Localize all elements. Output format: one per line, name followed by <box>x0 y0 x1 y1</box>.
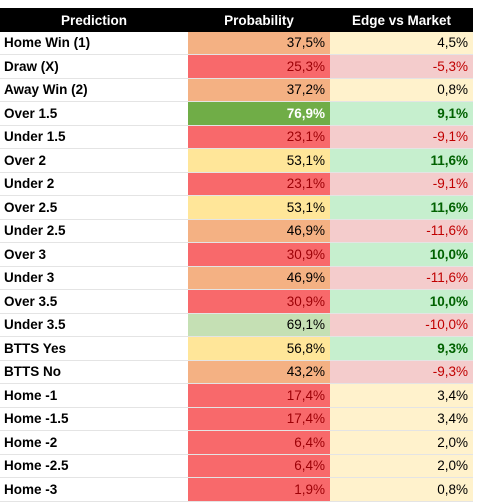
edge-cell: -11,6% <box>330 219 473 243</box>
edge-cell: 3,4% <box>330 384 473 408</box>
edge-cell: -5,3% <box>330 55 473 79</box>
probability-cell: 17,4% <box>188 384 330 408</box>
prediction-name: BTTS No <box>0 360 188 384</box>
prediction-name: Home -1 <box>0 384 188 408</box>
prediction-name: Under 3.5 <box>0 313 188 337</box>
probability-cell: 76,9% <box>188 102 330 126</box>
prediction-name: Under 1.5 <box>0 125 188 149</box>
prediction-name: Under 3 <box>0 266 188 290</box>
header-cell: Edge vs Market <box>330 8 473 32</box>
edge-cell: 10,0% <box>330 290 473 314</box>
edge-cell: -10,0% <box>330 313 473 337</box>
probability-cell: 53,1% <box>188 149 330 173</box>
edge-cell: 0,8% <box>330 478 473 502</box>
edge-cell: 10,0% <box>330 243 473 267</box>
edge-cell: 2,0% <box>330 431 473 455</box>
edge-cell: -9,1% <box>330 172 473 196</box>
prediction-name: BTTS Yes <box>0 337 188 361</box>
header-cell: Prediction <box>0 8 188 32</box>
probability-cell: 1,9% <box>188 478 330 502</box>
probability-cell: 37,2% <box>188 78 330 102</box>
probability-cell: 30,9% <box>188 243 330 267</box>
prediction-table: Prediction Probability Edge vs Market Home … <box>0 8 473 502</box>
edge-cell: 2,0% <box>330 454 473 478</box>
probability-cell: 23,1% <box>188 172 330 196</box>
prediction-name: Home Win (1) <box>0 31 188 55</box>
prediction-name: Home -1.5 <box>0 407 188 431</box>
edge-cell: 4,5% <box>330 31 473 55</box>
edge-cell: 9,3% <box>330 337 473 361</box>
prediction-name: Under 2 <box>0 172 188 196</box>
probability-cell: 6,4% <box>188 431 330 455</box>
prediction-name: Home -2.5 <box>0 454 188 478</box>
probability-cell: 25,3% <box>188 55 330 79</box>
edge-cell: -9,3% <box>330 360 473 384</box>
probability-cell: 6,4% <box>188 454 330 478</box>
probability-cell: 69,1% <box>188 313 330 337</box>
edge-cell: 3,4% <box>330 407 473 431</box>
prediction-name: Draw (X) <box>0 55 188 79</box>
prediction-name: Over 3.5 <box>0 290 188 314</box>
prediction-name: Over 2.5 <box>0 196 188 220</box>
edge-cell: 11,6% <box>330 149 473 173</box>
probability-cell: 17,4% <box>188 407 330 431</box>
probability-cell: 53,1% <box>188 196 330 220</box>
header-cell: Probability <box>188 8 330 32</box>
edge-cell: 0,8% <box>330 78 473 102</box>
probability-cell: 23,1% <box>188 125 330 149</box>
prediction-name: Over 2 <box>0 149 188 173</box>
prediction-name: Home -3 <box>0 478 188 502</box>
prediction-name: Under 2.5 <box>0 219 188 243</box>
probability-cell: 46,9% <box>188 219 330 243</box>
probability-cell: 46,9% <box>188 266 330 290</box>
prediction-name: Over 1.5 <box>0 102 188 126</box>
edge-cell: -11,6% <box>330 266 473 290</box>
edge-cell: 11,6% <box>330 196 473 220</box>
prediction-name: Over 3 <box>0 243 188 267</box>
probability-cell: 43,2% <box>188 360 330 384</box>
probability-cell: 37,5% <box>188 31 330 55</box>
prediction-name: Home -2 <box>0 431 188 455</box>
probability-cell: 56,8% <box>188 337 330 361</box>
edge-cell: -9,1% <box>330 125 473 149</box>
prediction-name: Away Win (2) <box>0 78 188 102</box>
probability-cell: 30,9% <box>188 290 330 314</box>
edge-cell: 9,1% <box>330 102 473 126</box>
